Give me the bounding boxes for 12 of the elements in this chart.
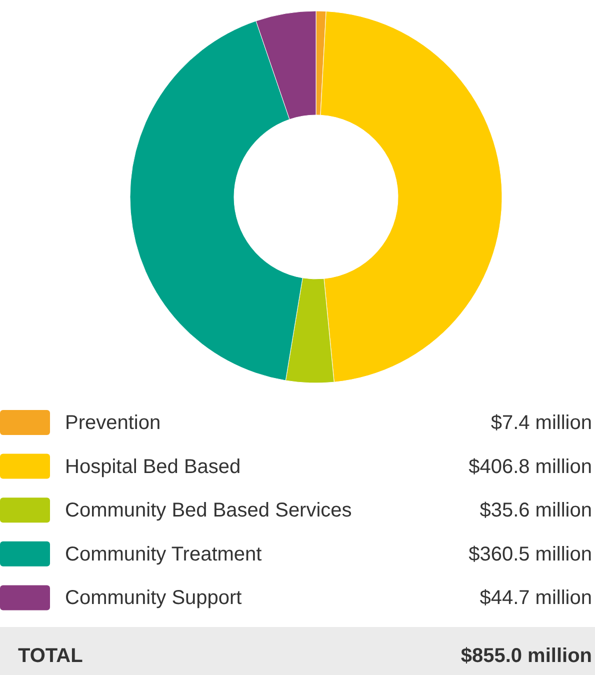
legend-label: Community Treatment — [65, 543, 262, 566]
text: $855.0 million — [460, 645, 592, 667]
legend-label: Community Bed Based Services — [65, 500, 352, 522]
data-label: $406.8 million — [468, 456, 592, 478]
legend-label: Hospital Bed Based — [65, 456, 241, 478]
data-label: $360.5 million — [468, 543, 592, 566]
legend-label: Community Support — [65, 587, 242, 610]
data-label: $35.6 million — [480, 500, 592, 522]
data-label: $7.4 million — [490, 412, 592, 434]
legend-label: Prevention — [65, 412, 161, 434]
data-label: $44.7 million — [480, 587, 592, 610]
text: TOTAL — [18, 645, 83, 667]
